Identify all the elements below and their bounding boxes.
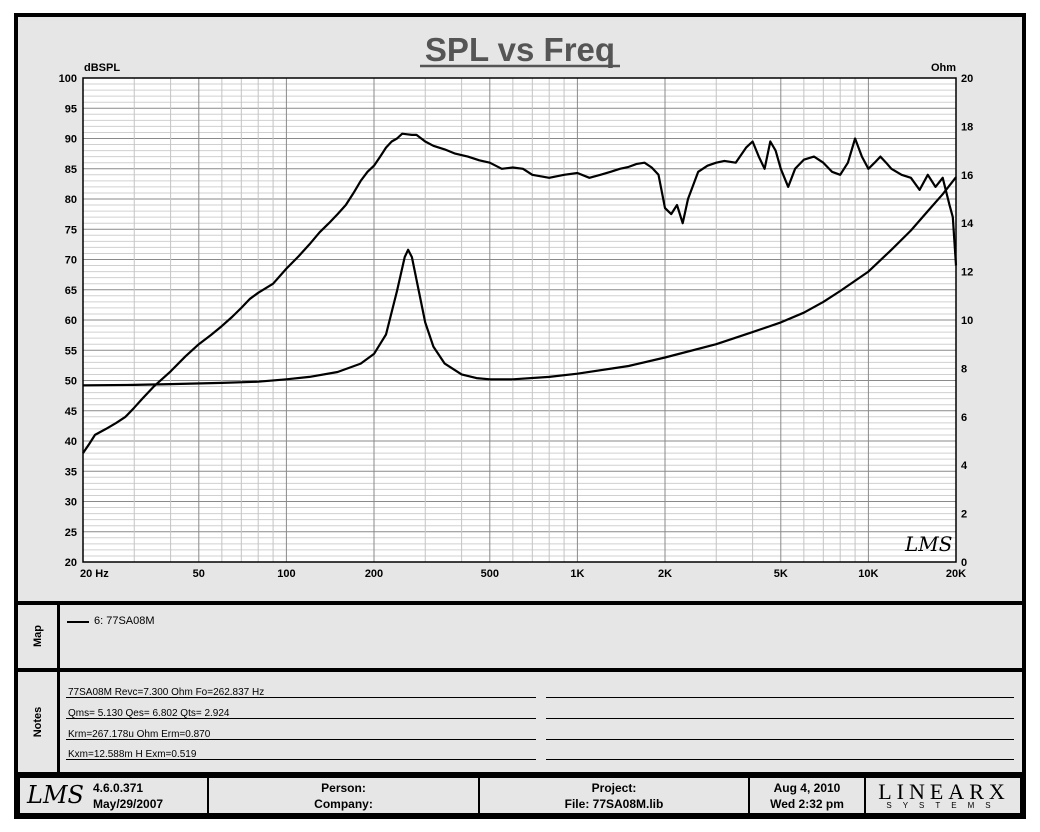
y-left-tick-label: 70: [65, 255, 77, 267]
footer-person-box: [207, 776, 480, 815]
y-left-tick-label: 100: [59, 73, 77, 85]
y-right-tick-label: 0: [961, 557, 967, 569]
x-tick-label: 20K: [946, 568, 966, 580]
footer-date: Aug 4, 2010: [773, 781, 841, 795]
note-rule: [66, 759, 536, 760]
footer-date-box: [748, 776, 866, 815]
footer-time: Wed 2:32 pm: [770, 797, 844, 811]
note-rule: [66, 739, 536, 740]
divider-notes-footer: [14, 772, 1026, 776]
notes-separator: [57, 672, 60, 772]
footer-file-label: File: 77SA08M.lib: [564, 797, 664, 811]
chart-watermark: LMS: [904, 532, 952, 556]
y-left-tick-label: 30: [65, 497, 77, 509]
note-rule: [546, 759, 1014, 760]
note-line-2: Qms= 5.130 Qes= 6.802 Qts= 2.924: [68, 708, 230, 719]
footer-version: 4.6.0.371: [93, 781, 144, 795]
y-right-tick-label: 14: [961, 218, 974, 230]
y-left-tick-label: 50: [65, 376, 77, 388]
y-left-tick-label: 90: [65, 134, 77, 146]
y-right-tick-label: 20: [961, 73, 973, 85]
note-rule: [66, 718, 536, 719]
note-rule: [546, 739, 1014, 740]
footer-brand-box: [864, 776, 1022, 815]
y-left-tick-label: 80: [65, 194, 77, 206]
x-tick-label: 50: [193, 568, 205, 580]
y-right-tick-label: 18: [961, 121, 973, 133]
footer-brand-sub: SYSTEMS: [886, 801, 1002, 810]
y-right-tick-label: 2: [961, 509, 967, 521]
y-right-tick-label: 6: [961, 412, 967, 424]
y-left-tick-label: 40: [65, 436, 77, 448]
note-rule: [546, 718, 1014, 719]
chart-title: SPL vs Freq: [425, 31, 615, 68]
chart-ticks: 20 25 30 35 40 45 50 55 60 65 70 75 80 85 90 95 100 0 2 4 6 8…: [59, 73, 974, 580]
map-section-label: Map: [32, 625, 44, 647]
footer-project-box: [478, 776, 750, 815]
y-left-label: dBSPL: [84, 62, 120, 74]
y-right-tick-label: 12: [961, 267, 973, 279]
impedance-curve: [82, 176, 957, 387]
y-right-tick-label: 10: [961, 315, 973, 327]
note-line-4: Kxm=12.588m H Exm=0.519: [68, 749, 197, 760]
footer-lms-logo: LMS: [27, 781, 84, 809]
chart-curves: [82, 132, 958, 454]
footer-version-date: May/29/2007: [93, 797, 164, 811]
y-right-tick-label: 4: [961, 460, 968, 472]
x-tick-label: 100: [277, 568, 295, 580]
footer-brand-logo: LINEARX: [878, 779, 1010, 804]
x-tick-label: 200: [365, 568, 383, 580]
notes-section-label: Notes: [32, 706, 44, 738]
chart-grid: [82, 77, 957, 563]
x-tick-label: 10K: [858, 568, 878, 580]
y-left-tick-label: 65: [65, 285, 77, 297]
x-tick-label: 1K: [570, 568, 584, 580]
footer-version-box: [18, 776, 209, 815]
y-left-tick-label: 95: [65, 103, 77, 115]
y-left-tick-label: 45: [65, 406, 77, 418]
footer-company-label: Company:: [314, 797, 373, 811]
y-left-tick-label: 25: [65, 527, 77, 539]
x-tick-label: 2K: [658, 568, 672, 580]
legend-line-swatch: [67, 621, 89, 623]
y-left-tick-label: 20: [65, 557, 77, 569]
x-tick-label: 5K: [774, 568, 788, 580]
divider-chart-map: [14, 601, 1026, 605]
x-tick-label: 500: [481, 568, 499, 580]
note-line-3: Krm=267.178u Ohm Erm=0.870: [68, 729, 211, 740]
x-tick-label: 20 Hz: [80, 568, 109, 580]
note-rule: [66, 697, 536, 698]
y-right-label: Ohm: [931, 62, 956, 74]
spl-curve: [82, 132, 958, 454]
y-left-tick-label: 75: [65, 224, 77, 236]
y-left-tick-label: 85: [65, 164, 77, 176]
footer-project-label: Project:: [591, 781, 637, 795]
footer-person-label: Person:: [321, 781, 366, 795]
y-left-tick-label: 35: [65, 466, 77, 478]
y-right-tick-label: 8: [961, 363, 967, 375]
note-rule: [546, 697, 1014, 698]
y-right-tick-label: 16: [961, 170, 973, 182]
divider-map-notes: [14, 668, 1026, 672]
note-line-1: 77SA08M Revc=7.300 Ohm Fo=262.837 Hz: [68, 687, 265, 698]
plot-border: [82, 77, 957, 563]
map-separator: [57, 605, 60, 668]
y-left-tick-label: 60: [65, 315, 77, 327]
legend-label: 6: 77SA08M: [94, 615, 155, 627]
y-left-tick-label: 55: [65, 345, 77, 357]
